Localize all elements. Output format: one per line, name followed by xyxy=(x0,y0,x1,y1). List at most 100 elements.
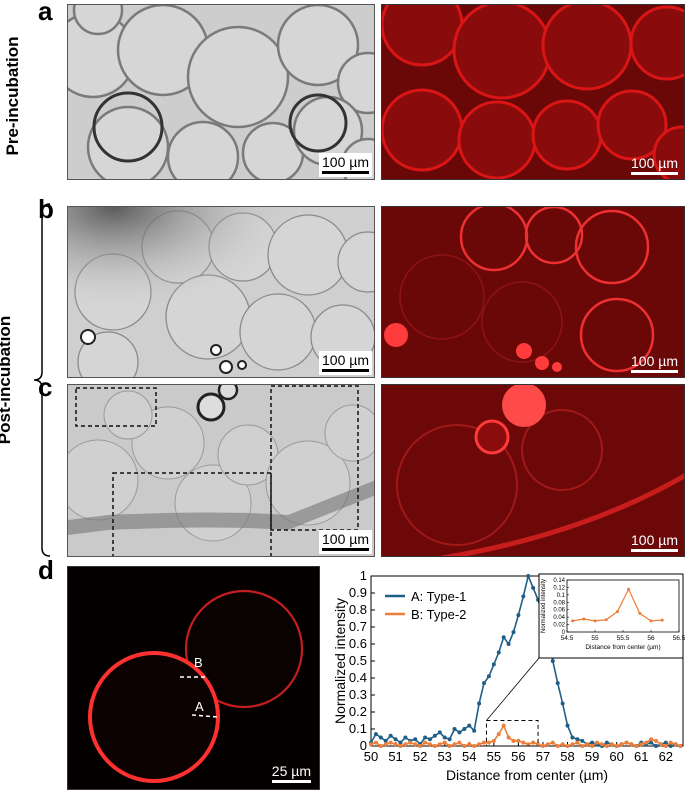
data-point xyxy=(408,740,413,745)
intensity-plot: 50 51 52 53 54 55 56 57 58 59 60 61 62 0 0.1 0.2 0.3 0.4 0… xyxy=(327,566,685,790)
scale-bar-a-fluorescence: 100 µm xyxy=(631,156,678,175)
data-point xyxy=(496,650,501,655)
y-tick-label: 0.8 xyxy=(349,602,367,617)
data-point xyxy=(658,742,663,747)
inset-plot-area xyxy=(566,579,680,633)
data-point xyxy=(580,738,585,743)
y-tick-label: 1 xyxy=(360,568,367,583)
data-point xyxy=(570,742,575,747)
data-point xyxy=(511,630,516,635)
data-point xyxy=(550,740,555,745)
data-point xyxy=(580,744,585,748)
data-point xyxy=(388,733,393,738)
data-point xyxy=(472,744,477,748)
x-tick-label: 59 xyxy=(585,749,599,764)
data-point xyxy=(565,744,570,748)
inset-y-tick-label: 0.08 xyxy=(553,600,565,606)
scale-bar-label: 100 µm xyxy=(322,531,369,547)
y-tick-label: 0.3 xyxy=(349,687,367,702)
inset-data-point xyxy=(660,618,664,622)
x-tick-label: 50 xyxy=(364,749,378,764)
data-point xyxy=(565,723,570,728)
x-tick-label: 60 xyxy=(609,749,623,764)
zoom-box xyxy=(485,720,539,747)
image-c-brightfield: 100 µm xyxy=(67,384,375,557)
y-tick-label: 0.9 xyxy=(349,585,367,600)
data-point xyxy=(531,740,536,745)
data-point xyxy=(668,744,673,748)
data-point xyxy=(585,742,590,747)
y-tick-label: 0.7 xyxy=(349,619,367,634)
x-tick-label: 51 xyxy=(388,749,402,764)
inset-connector xyxy=(486,657,540,721)
data-point xyxy=(462,744,467,748)
data-point xyxy=(595,740,600,745)
data-point xyxy=(550,659,555,663)
legend-entry: B: Type-2 xyxy=(411,607,466,622)
panel-letter-a: a xyxy=(38,0,53,26)
data-point xyxy=(403,735,408,740)
data-point xyxy=(653,744,658,748)
data-point xyxy=(413,742,418,747)
data-point xyxy=(467,742,472,747)
data-point xyxy=(653,738,658,743)
data-point xyxy=(482,740,487,745)
data-point xyxy=(521,594,526,599)
data-point xyxy=(373,740,378,745)
scale-bar-a-brightfield: 100 µm xyxy=(319,153,372,177)
data-point xyxy=(486,674,491,679)
data-point xyxy=(540,744,545,748)
scale-bar-label: 100 µm xyxy=(322,352,369,368)
inset-data-point xyxy=(638,611,642,615)
data-point xyxy=(609,742,614,747)
x-tick-label: 52 xyxy=(413,749,427,764)
data-point xyxy=(423,740,428,745)
data-point xyxy=(590,744,595,748)
data-point xyxy=(437,730,442,735)
data-point xyxy=(526,742,531,747)
data-point xyxy=(398,744,403,748)
data-point xyxy=(457,740,462,745)
data-point xyxy=(491,738,496,743)
data-point xyxy=(501,635,506,640)
data-point xyxy=(413,737,418,742)
x-tick-label: 57 xyxy=(536,749,550,764)
data-point xyxy=(432,733,437,738)
data-point xyxy=(634,744,639,748)
data-point xyxy=(614,744,619,748)
inset-data-point xyxy=(593,619,597,623)
data-point xyxy=(369,742,373,747)
data-point xyxy=(383,738,388,743)
data-point xyxy=(388,740,393,745)
data-point xyxy=(673,742,678,747)
data-point xyxy=(432,744,437,748)
y-tick-label: 0.1 xyxy=(349,721,367,736)
data-point xyxy=(457,730,462,735)
marker-a: A xyxy=(195,699,204,714)
x-tick-label: 62 xyxy=(659,749,673,764)
data-point xyxy=(427,742,432,747)
data-point xyxy=(590,740,595,745)
x-tick-label: 56 xyxy=(511,749,525,764)
data-point xyxy=(462,727,467,731)
y-tick-label: 0 xyxy=(360,738,367,753)
inset-x-tick-label: 54.5 xyxy=(561,635,574,642)
inset-data-point xyxy=(615,610,619,614)
data-point xyxy=(442,735,447,740)
image-b-brightfield: 100 µm xyxy=(67,206,375,378)
scale-bar-label: 25 µm xyxy=(271,763,311,779)
y-tick-label: 0.4 xyxy=(349,670,367,685)
data-point xyxy=(378,735,383,740)
image-a-fluorescence: 100 µm xyxy=(381,4,685,180)
x-axis-label: Distance from center (µm) xyxy=(446,767,608,783)
data-point xyxy=(668,740,673,745)
data-point xyxy=(373,732,378,737)
data-point xyxy=(536,742,541,747)
data-point xyxy=(398,740,403,745)
data-point xyxy=(555,681,560,686)
data-point xyxy=(442,740,447,745)
intensity-plot-svg: 50 51 52 53 54 55 56 57 58 59 60 61 62 0 0.1 0.2 0.3 0.4 0… xyxy=(332,568,685,783)
y-tick-label: 0.5 xyxy=(349,653,367,668)
data-point xyxy=(378,744,383,748)
inset-y-tick-label: 0.04 xyxy=(553,615,565,621)
